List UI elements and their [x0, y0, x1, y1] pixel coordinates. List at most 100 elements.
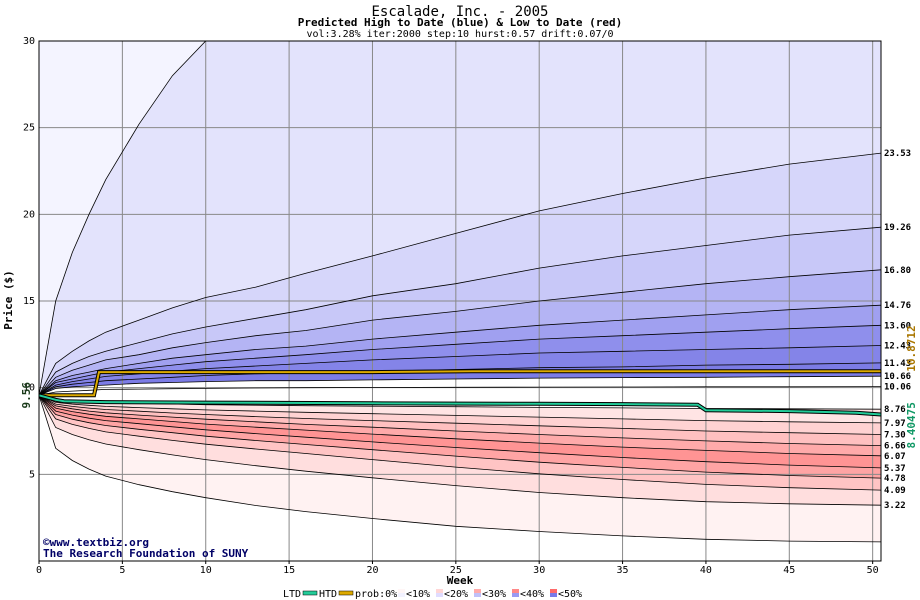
- legend-ltd-swatch: [302, 590, 318, 596]
- start-price-label: 9.56: [20, 382, 33, 409]
- ltd-line: [38, 394, 882, 416]
- low-band-8: [39, 395, 881, 542]
- y-tick-label: 25: [23, 123, 35, 134]
- band-end-label: 16.80: [884, 266, 911, 276]
- band-end-label: 19.26: [884, 223, 911, 233]
- legend-bin-label: <50%: [558, 589, 582, 600]
- high-band-3: [39, 227, 881, 396]
- x-tick-label: 35: [617, 565, 629, 576]
- high-band-6: [39, 325, 881, 396]
- low-band-6: [39, 395, 881, 491]
- band-boundary-line: [39, 386, 881, 396]
- legend-ltd-label: LTD: [283, 589, 301, 600]
- band-boundary-line: [39, 394, 881, 457]
- band-boundary-line: [39, 394, 881, 435]
- band-end-label: 12.43: [884, 342, 911, 352]
- y-axis-label: Price ($): [2, 270, 15, 330]
- band-end-label: 6.07: [884, 452, 906, 462]
- x-tick-label: 30: [533, 565, 545, 576]
- band-end-label: 10.66: [884, 372, 911, 382]
- y-tick-label: 15: [23, 296, 35, 307]
- x-tick-label: 15: [283, 565, 295, 576]
- y-tick-label: 10: [23, 383, 35, 394]
- band-end-label: 10.06: [884, 383, 911, 393]
- band-boundary-line: [39, 375, 881, 396]
- x-tick-label: 25: [450, 565, 462, 576]
- legend-bin-swatch-low: [398, 589, 405, 593]
- band-end-label: 8.76: [884, 405, 906, 415]
- band-boundary-line: [39, 395, 881, 469]
- low-band-3: [39, 395, 881, 456]
- watermark-org: The Research Foundation of SUNY: [43, 547, 249, 560]
- legend-bin-swatch-low: [474, 589, 481, 593]
- plot-border: [38, 40, 882, 562]
- low-band-7: [39, 395, 881, 506]
- legend-htd-swatch: [338, 590, 354, 596]
- high-band-2: [39, 153, 881, 396]
- legend-bin-label: <30%: [482, 589, 506, 600]
- band-end-label: 6.66: [884, 442, 906, 452]
- band-end-label: 4.09: [884, 486, 906, 496]
- legend-bin-label: <10%: [406, 589, 430, 600]
- plot-area: 0 5 10 15 20 25 30 35 40 45 50 5 10 15 20 25 30 9.56 23.53…: [20, 36, 918, 576]
- watermark-url: ©www.textbiz.org: [43, 536, 149, 549]
- y-tick-label: 5: [29, 469, 35, 480]
- band-boundary-line: [39, 395, 881, 506]
- legend-bin-swatch-low: [436, 589, 443, 593]
- band-boundary-line: [39, 41, 881, 396]
- band-boundary-line: [39, 269, 881, 396]
- band-end-label: 14.76: [884, 301, 911, 311]
- htd-line: [39, 370, 881, 397]
- legend-bin-swatch-low: [550, 589, 557, 593]
- x-tick-label: 0: [36, 565, 42, 576]
- band-boundary-line: [39, 152, 881, 396]
- band-boundary-line: [39, 395, 881, 479]
- chart-params: vol:3.28% iter:2000 step:10 hurst:0.57 d…: [306, 29, 613, 40]
- legend-bin-swatch-high: [436, 593, 443, 597]
- high-band-5: [39, 305, 881, 396]
- band-end-label: 5.37: [884, 464, 906, 474]
- band-boundary-line: [39, 394, 881, 424]
- y-tick-label: 20: [23, 209, 35, 220]
- band-end-label: 13.60: [884, 321, 911, 331]
- low-band-4: [39, 395, 881, 468]
- legend: LTD HTD prob:0% <10% <20% <30% <40% <50%: [283, 589, 582, 600]
- legend-bin-label: <20%: [444, 589, 468, 600]
- x-tick-label: 10: [200, 565, 212, 576]
- band-boundary-line: [39, 395, 881, 491]
- band-boundary-line: [39, 395, 881, 543]
- band-boundary-line: [39, 226, 881, 396]
- band-boundary-line: [39, 394, 881, 446]
- high-band-1: [39, 41, 881, 396]
- high-band-0: [39, 41, 881, 396]
- band-end-label: 11.43: [884, 359, 911, 369]
- legend-bin-swatch-high: [550, 593, 557, 597]
- chart-title: Escalade, Inc. - 2005: [371, 4, 548, 20]
- legend-prob-label: prob:0%: [355, 589, 397, 600]
- band-lines: [39, 41, 881, 543]
- x-tick-label: 45: [783, 565, 795, 576]
- low-band-5: [39, 395, 881, 479]
- x-tick-label: 5: [119, 565, 125, 576]
- x-tick-label: 40: [700, 565, 712, 576]
- band-end-label: 7.30: [884, 430, 906, 440]
- low-band-0: [39, 395, 881, 423]
- htd-final-label: 10.8712: [905, 325, 918, 371]
- band-end-label: 23.53: [884, 149, 911, 159]
- legend-bin-swatch-high: [398, 593, 405, 597]
- chart-subtitle: Predicted High to Date (blue) & Low to D…: [298, 16, 623, 29]
- low-band-9: [39, 395, 881, 561]
- band-end-label: 7.97: [884, 419, 906, 429]
- ltd-final-label: 8.40475: [905, 402, 918, 448]
- band-end-label: 3.22: [884, 501, 906, 511]
- x-axis-label: Week: [447, 574, 474, 587]
- band-boundary-line: [39, 345, 881, 396]
- legend-bin-swatch-high: [512, 593, 519, 597]
- legend-bin-label: <40%: [520, 589, 544, 600]
- band-boundary-line: [39, 324, 881, 396]
- low-band-2: [39, 395, 881, 446]
- legend-bin-swatch-high: [474, 593, 481, 597]
- y-tick-label: 30: [23, 36, 35, 47]
- low-band-1: [39, 395, 881, 435]
